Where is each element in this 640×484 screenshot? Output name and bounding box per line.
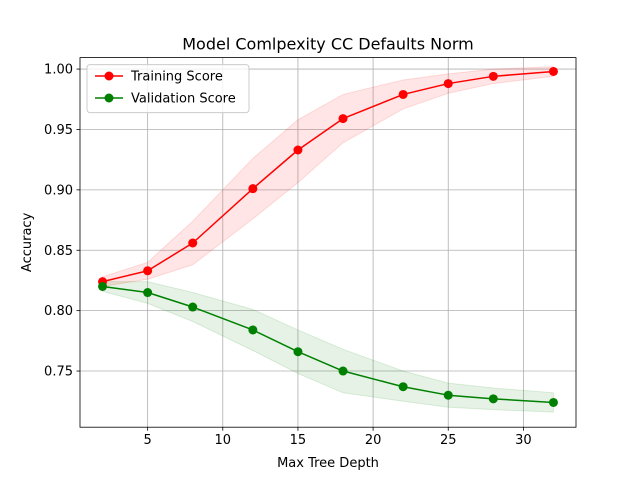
validation-score-point (548, 397, 558, 407)
training-score-band (102, 66, 554, 288)
chart-title: Model Comlpexity CC Defaults Norm (182, 35, 474, 54)
x-tick-label: 15 (290, 433, 307, 448)
y-axis-label: Accuracy (20, 212, 35, 272)
legend-marker-validation (104, 93, 114, 103)
training-score-point (143, 266, 153, 276)
y-tick-label: 0.80 (44, 304, 73, 319)
y-tick-label: 0.75 (44, 365, 73, 380)
validation-score-point (293, 347, 303, 357)
training-score-line (102, 70, 554, 283)
plot-area (80, 57, 576, 428)
legend: Training Score Validation Score (86, 64, 250, 114)
validation-score-point (248, 325, 258, 335)
training-score-point (398, 89, 408, 99)
validation-score-point (143, 288, 153, 298)
training-score-point (338, 114, 348, 124)
validation-score-point (188, 302, 198, 312)
x-tick-label: 20 (365, 433, 382, 448)
legend-frame (86, 64, 250, 114)
validation-score-line (102, 285, 554, 404)
marker-layer (98, 66, 558, 407)
validation-score-band (102, 281, 554, 413)
legend-label-validation: Validation Score (131, 92, 236, 107)
training-score-point (488, 71, 498, 81)
y-tick-label: 0.90 (44, 183, 73, 198)
legend-marker-training (104, 71, 114, 81)
y-tick-label: 0.95 (44, 123, 73, 138)
training-score-point (248, 184, 258, 194)
training-score-point (188, 238, 198, 248)
legend-label-training: Training Score (130, 70, 223, 85)
x-axis-label: Max Tree Depth (277, 456, 379, 471)
x-tick-label: 10 (215, 433, 232, 448)
training-score-point (293, 145, 303, 155)
training-score-point (443, 79, 453, 89)
x-tick-label: 5 (143, 433, 151, 448)
validation-score-point (338, 366, 348, 376)
validation-score-point (98, 281, 108, 291)
training-score-point (548, 66, 558, 76)
band-layer (102, 66, 554, 413)
validation-score-point (488, 394, 498, 404)
x-tick-label: 25 (440, 433, 457, 448)
line-layer (102, 70, 554, 404)
tick-layer: 5 10 15 20 25 30 0.75 0.80 0.85 0.90 0.95 1.00 (44, 63, 532, 449)
y-tick-label: 0.85 (44, 244, 73, 259)
y-tick-label: 1.00 (44, 63, 73, 78)
validation-score-point (398, 382, 408, 392)
plot-frame (79, 57, 577, 428)
validation-score-point (443, 390, 453, 400)
x-tick-label: 30 (515, 433, 532, 448)
